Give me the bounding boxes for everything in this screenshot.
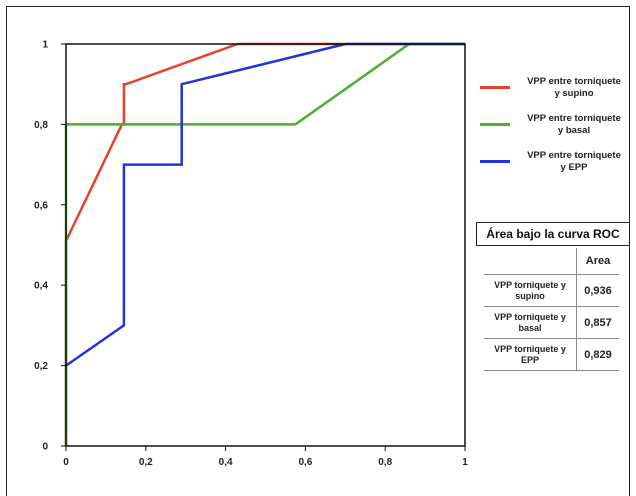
legend-item-green: VPP entre torniquete y basal <box>480 113 630 143</box>
auc-header-area: Area <box>576 248 619 275</box>
y-tick-label: 0,6 <box>34 200 48 211</box>
auc-row: VPP torniquete y supino 0,936 <box>484 274 619 307</box>
series-line-1 <box>64 42 465 446</box>
legend-item-red: VPP entre torniquete y supino <box>480 76 630 106</box>
auc-table: Area VPP torniquete y supino 0,936 VPP t… <box>484 248 619 371</box>
x-tick-label: 0,6 <box>298 457 312 468</box>
x-tick-label: 0,8 <box>378 457 392 468</box>
legend-item-blue: VPP entre torniquete y EPP <box>480 150 630 180</box>
auc-row-value: 0,936 <box>576 274 619 307</box>
figure-frame <box>6 6 630 496</box>
series-line-2 <box>65 42 465 367</box>
auc-header-row: Area <box>484 248 619 275</box>
auc-row-name: VPP torniquete y basal <box>484 306 577 339</box>
y-tick-label: 0,2 <box>34 361 48 372</box>
x-tick-label: 0,4 <box>219 457 233 468</box>
legend-label-green: VPP entre torniquete y basal <box>527 113 621 136</box>
auc-header-blank <box>484 248 577 275</box>
plot-area-border <box>65 43 466 447</box>
auc-row-value: 0,829 <box>576 338 619 371</box>
series-line-0 <box>64 42 465 446</box>
auc-row-name: VPP torniquete y supino <box>484 274 577 307</box>
y-tick-label: 0 <box>42 442 48 453</box>
y-tick-label: 0,4 <box>34 281 48 292</box>
x-tick-label: 0,2 <box>139 457 153 468</box>
y-tick-label: 1 <box>42 40 48 51</box>
auc-row-value: 0,857 <box>576 306 619 339</box>
legend-swatch-red <box>480 86 510 89</box>
auc-table-title: Área bajo la curva ROC <box>476 222 630 246</box>
legend-swatch-blue <box>480 160 510 163</box>
legend-label-red: VPP entre torniquete y supino <box>527 76 621 99</box>
auc-row-name: VPP torniquete y EPP <box>484 338 577 371</box>
x-tick-label: 0 <box>63 457 69 468</box>
legend-label-blue: VPP entre torniquete y EPP <box>527 150 621 173</box>
y-tick-label: 0,8 <box>34 120 48 131</box>
x-tick-label: 1 <box>462 457 468 468</box>
legend-swatch-green <box>480 123 510 126</box>
auc-row: VPP torniquete y basal 0,857 <box>484 306 619 339</box>
auc-row: VPP torniquete y EPP 0,829 <box>484 338 619 371</box>
